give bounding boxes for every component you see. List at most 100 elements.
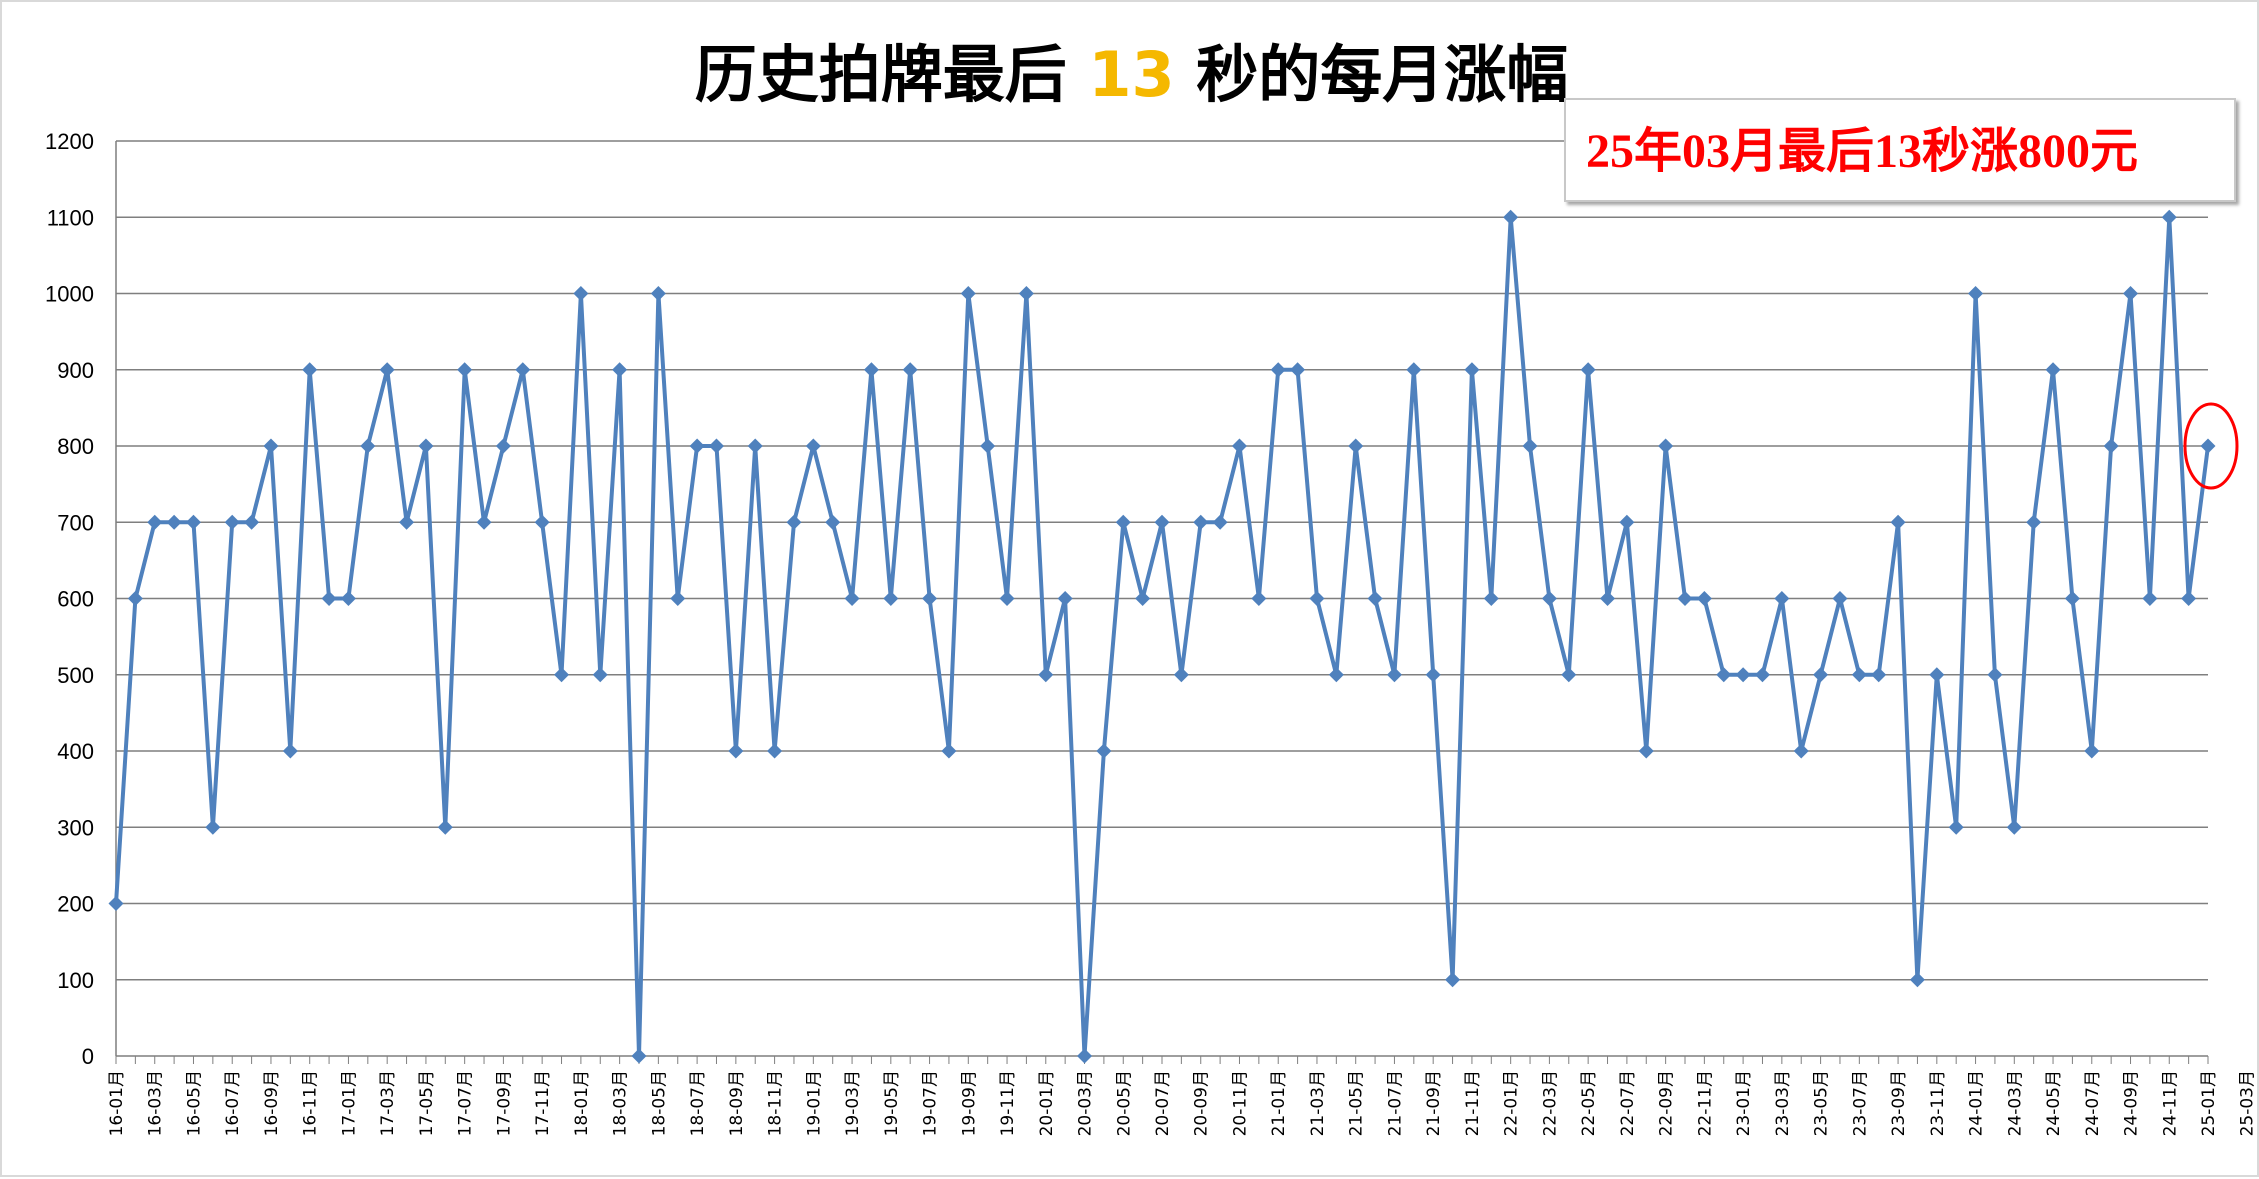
data-point-marker (2123, 286, 2139, 301)
x-tick-label: 20-09月 (1192, 1070, 1212, 1136)
data-point-marker (960, 286, 976, 301)
data-point-marker (1754, 667, 1770, 683)
x-tick-label: 23-05月 (1812, 1070, 1832, 1136)
x-tick-label: 19-01月 (804, 1070, 824, 1136)
data-point-marker (1038, 667, 1054, 683)
data-point-marker (495, 438, 511, 454)
x-tick-label: 23-03月 (1773, 1070, 1793, 1136)
data-point-marker (2026, 514, 2042, 530)
data-point-marker (166, 514, 182, 530)
data-point-marker (147, 514, 163, 530)
data-point-marker (1968, 286, 1984, 301)
data-point-marker (612, 362, 628, 378)
data-point-marker (1909, 972, 1925, 988)
data-point-marker (1735, 667, 1751, 683)
data-point-marker (1793, 743, 1809, 759)
data-point-marker (379, 362, 395, 378)
data-point-marker (863, 362, 879, 378)
data-point-marker (185, 514, 201, 530)
x-tick-label: 24-09月 (2122, 1070, 2142, 1136)
data-point-marker (1406, 362, 1422, 378)
data-point-marker (1425, 667, 1441, 683)
x-tick-label: 17-05月 (417, 1070, 437, 1136)
data-point-marker (534, 514, 550, 530)
y-tick-label: 200 (57, 892, 94, 917)
x-tick-label: 18-07月 (688, 1070, 708, 1136)
data-point-marker (1638, 743, 1654, 759)
x-tick-label: 21-03月 (1308, 1070, 1328, 1136)
data-point-marker (1290, 362, 1306, 378)
data-point-marker (1057, 591, 1073, 606)
x-tick-label: 18-05月 (649, 1070, 669, 1136)
y-tick-label: 300 (57, 815, 94, 840)
data-point-marker (1193, 514, 1209, 530)
data-point-marker (1077, 1048, 1093, 1064)
title-highlight-number: 13 (1088, 38, 1175, 111)
data-point-marker (786, 514, 802, 530)
data-point-marker (1445, 972, 1461, 988)
x-tick-label: 23-09月 (1889, 1070, 1909, 1136)
x-tick-label: 22-01月 (1502, 1070, 1522, 1136)
x-tick-label: 22-09月 (1657, 1070, 1677, 1136)
x-tick-labels: 16-01月 16-03月 16-05月 16-07月 16-09月 16-11月 17-0… (107, 1070, 2258, 1136)
data-point-marker (340, 591, 356, 606)
data-point-marker (1251, 591, 1267, 606)
y-tick-label: 100 (57, 968, 94, 993)
data-point-marker (2200, 438, 2216, 454)
data-point-marker (1580, 362, 1596, 378)
data-point-marker (1309, 591, 1325, 606)
data-point-marker (883, 591, 899, 606)
data-point-marker (941, 743, 957, 759)
x-tick-label: 19-05月 (882, 1070, 902, 1136)
x-tick-label: 22-07月 (1618, 1070, 1638, 1136)
x-tick-label: 22-05月 (1579, 1070, 1599, 1136)
x-tick-label: 23-01月 (1734, 1070, 1754, 1136)
data-point-marker (1348, 438, 1364, 454)
data-point-marker (457, 362, 473, 378)
data-point-marker (127, 591, 143, 606)
x-tick-label: 22-03月 (1540, 1070, 1560, 1136)
annotations (2183, 402, 2239, 490)
title-text-before: 历史拍牌最后 (694, 38, 1089, 111)
data-point-marker (902, 362, 918, 378)
data-point-marker (244, 514, 260, 530)
data-point-marker (1522, 438, 1538, 454)
data-point-marker (1541, 591, 1557, 606)
data-point-marker (282, 743, 298, 759)
x-tick-label: 19-03月 (843, 1070, 863, 1136)
x-tick-label: 16-05月 (184, 1070, 204, 1136)
data-point-marker (728, 743, 744, 759)
data-point-marker (1018, 286, 1034, 301)
x-tick-label: 24-03月 (2005, 1070, 2025, 1136)
x-tick-label: 24-11月 (2160, 1070, 2180, 1136)
x-tick-label: 18-03月 (611, 1070, 631, 1136)
data-point-marker (302, 362, 318, 378)
y-tick-label: 400 (57, 739, 94, 764)
data-point-marker (1987, 667, 2003, 683)
x-tick-label: 17-03月 (378, 1070, 398, 1136)
data-point-marker (825, 514, 841, 530)
data-point-marker (670, 591, 686, 606)
data-point-marker (554, 667, 570, 683)
data-point-marker (650, 286, 666, 301)
data-point-marker (321, 591, 337, 606)
data-point-marker (2142, 591, 2158, 606)
data-point-marker (1173, 667, 1189, 683)
x-tick-label: 16-09月 (262, 1070, 282, 1136)
data-point-marker (922, 591, 938, 606)
x-tick-label: 23-07月 (1850, 1070, 1870, 1136)
data-point-marker (631, 1048, 647, 1064)
x-tick-label: 19-07月 (921, 1070, 941, 1136)
data-point-marker (573, 286, 589, 301)
callout-box: 25年03月最后13秒涨800元 (1564, 98, 2236, 202)
x-tick-label: 21-11月 (1463, 1070, 1483, 1136)
x-tick-label: 17-09月 (494, 1070, 514, 1136)
data-point-marker (2045, 362, 2061, 378)
x-tick-label: 20-03月 (1076, 1070, 1096, 1136)
data-point-marker (844, 591, 860, 606)
data-point-marker (1367, 591, 1383, 606)
data-point-marker (2161, 209, 2177, 225)
x-tick-label: 24-07月 (2083, 1070, 2103, 1136)
x-tick-label: 20-07月 (1153, 1070, 1173, 1136)
